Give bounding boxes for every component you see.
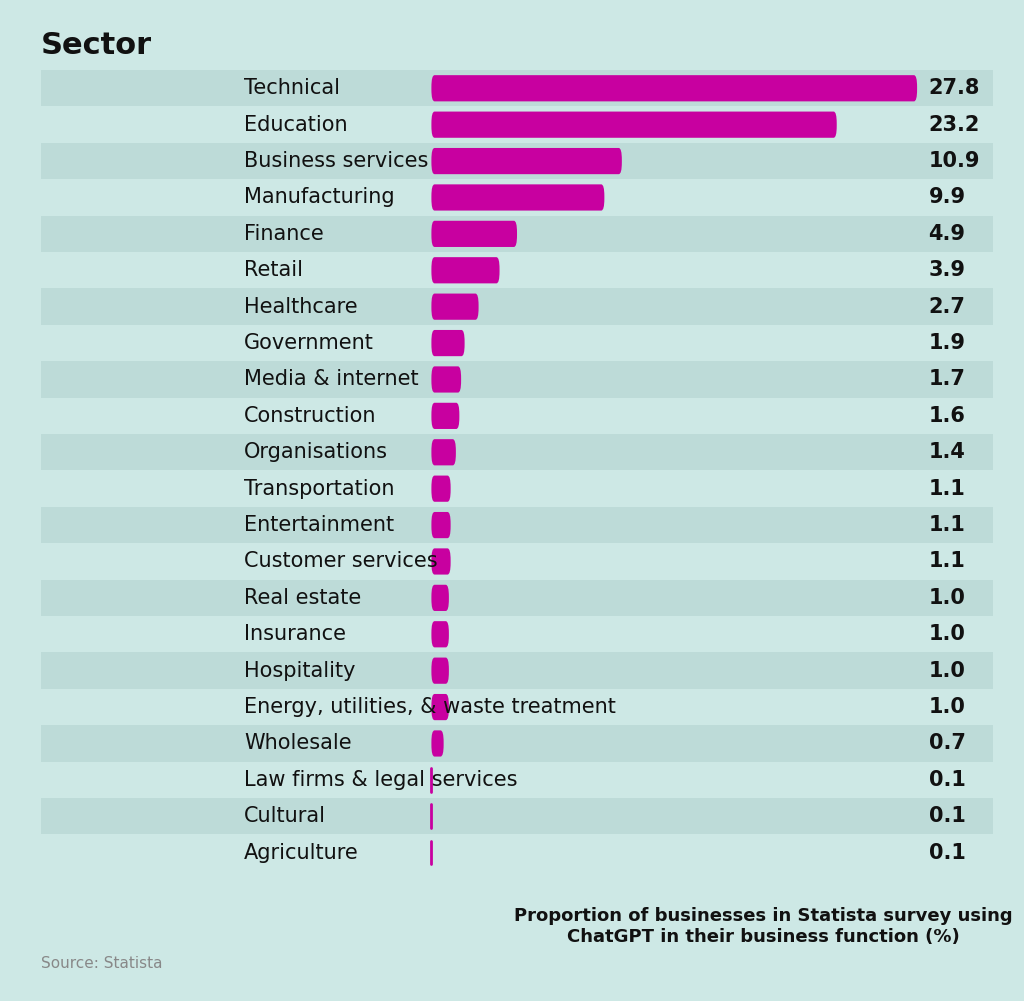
Bar [41, 544, 993, 580]
FancyBboxPatch shape [431, 512, 451, 539]
Text: 1.0: 1.0 [929, 625, 966, 645]
Text: Finance: Finance [244, 224, 324, 244]
Bar [41, 580, 993, 616]
Text: 10.9: 10.9 [929, 151, 980, 171]
Text: Government: Government [244, 333, 374, 353]
Text: 1.6: 1.6 [929, 405, 966, 425]
FancyBboxPatch shape [431, 402, 460, 429]
Bar [41, 70, 993, 106]
Text: Sector: Sector [41, 31, 153, 60]
FancyBboxPatch shape [431, 366, 461, 392]
FancyBboxPatch shape [431, 622, 449, 648]
Text: Cultural: Cultural [244, 806, 326, 826]
Text: 3.9: 3.9 [929, 260, 966, 280]
Bar [41, 397, 993, 434]
Bar [41, 179, 993, 215]
Text: 1.0: 1.0 [929, 661, 966, 681]
Bar [41, 106, 993, 143]
Text: Business services: Business services [244, 151, 428, 171]
Bar [41, 616, 993, 653]
FancyBboxPatch shape [431, 439, 456, 465]
Text: Education: Education [244, 115, 347, 135]
Text: Hospitality: Hospitality [244, 661, 355, 681]
Text: Customer services: Customer services [244, 552, 437, 572]
FancyBboxPatch shape [431, 184, 604, 210]
Text: Agriculture: Agriculture [244, 843, 358, 863]
Text: Organisations: Organisations [244, 442, 388, 462]
Text: 0.1: 0.1 [929, 770, 966, 790]
Bar [41, 434, 993, 470]
Text: 1.0: 1.0 [929, 697, 966, 717]
Text: Technical: Technical [244, 78, 340, 98]
Text: Transportation: Transportation [244, 478, 394, 498]
Text: Media & internet: Media & internet [244, 369, 419, 389]
FancyBboxPatch shape [431, 658, 449, 684]
Bar [41, 325, 993, 361]
Text: 1.1: 1.1 [929, 516, 966, 536]
Text: 4.9: 4.9 [929, 224, 966, 244]
Bar [41, 689, 993, 726]
Text: 27.8: 27.8 [929, 78, 980, 98]
Text: 23.2: 23.2 [929, 115, 980, 135]
Text: 1.1: 1.1 [929, 478, 966, 498]
FancyBboxPatch shape [431, 111, 837, 138]
FancyBboxPatch shape [431, 475, 451, 502]
FancyBboxPatch shape [431, 585, 449, 611]
Bar [41, 288, 993, 325]
FancyBboxPatch shape [431, 694, 449, 720]
Text: 1.1: 1.1 [929, 552, 966, 572]
FancyBboxPatch shape [431, 731, 443, 757]
FancyBboxPatch shape [431, 257, 500, 283]
Bar [41, 835, 993, 871]
Text: 0.1: 0.1 [929, 843, 966, 863]
Bar [41, 507, 993, 544]
Text: Energy, utilities, & waste treatment: Energy, utilities, & waste treatment [244, 697, 615, 717]
Text: Law firms & legal services: Law firms & legal services [244, 770, 517, 790]
Bar [41, 726, 993, 762]
FancyBboxPatch shape [431, 330, 465, 356]
Text: 2.7: 2.7 [929, 296, 966, 316]
Text: Entertainment: Entertainment [244, 516, 394, 536]
Text: Real estate: Real estate [244, 588, 361, 608]
Text: 1.9: 1.9 [929, 333, 966, 353]
Bar [41, 470, 993, 507]
Text: 9.9: 9.9 [929, 187, 966, 207]
Bar [41, 252, 993, 288]
Text: Insurance: Insurance [244, 625, 346, 645]
Bar [41, 653, 993, 689]
Bar [41, 215, 993, 252]
Text: Retail: Retail [244, 260, 303, 280]
FancyBboxPatch shape [431, 549, 451, 575]
Bar [41, 762, 993, 798]
Bar [41, 361, 993, 397]
Bar [41, 143, 993, 179]
Text: 0.1: 0.1 [929, 806, 966, 826]
Text: Manufacturing: Manufacturing [244, 187, 394, 207]
FancyBboxPatch shape [431, 221, 517, 247]
Text: Wholesale: Wholesale [244, 734, 351, 754]
Text: 1.0: 1.0 [929, 588, 966, 608]
Bar [41, 798, 993, 835]
Text: 1.7: 1.7 [929, 369, 966, 389]
Text: 0.7: 0.7 [929, 734, 966, 754]
Text: Healthcare: Healthcare [244, 296, 357, 316]
Text: Construction: Construction [244, 405, 377, 425]
FancyBboxPatch shape [431, 75, 918, 101]
FancyBboxPatch shape [431, 293, 478, 319]
Text: Proportion of businesses in Statista survey using
ChatGPT in their business func: Proportion of businesses in Statista sur… [514, 907, 1013, 946]
Text: Source: Statista: Source: Statista [41, 956, 163, 971]
Text: 1.4: 1.4 [929, 442, 966, 462]
FancyBboxPatch shape [431, 148, 622, 174]
